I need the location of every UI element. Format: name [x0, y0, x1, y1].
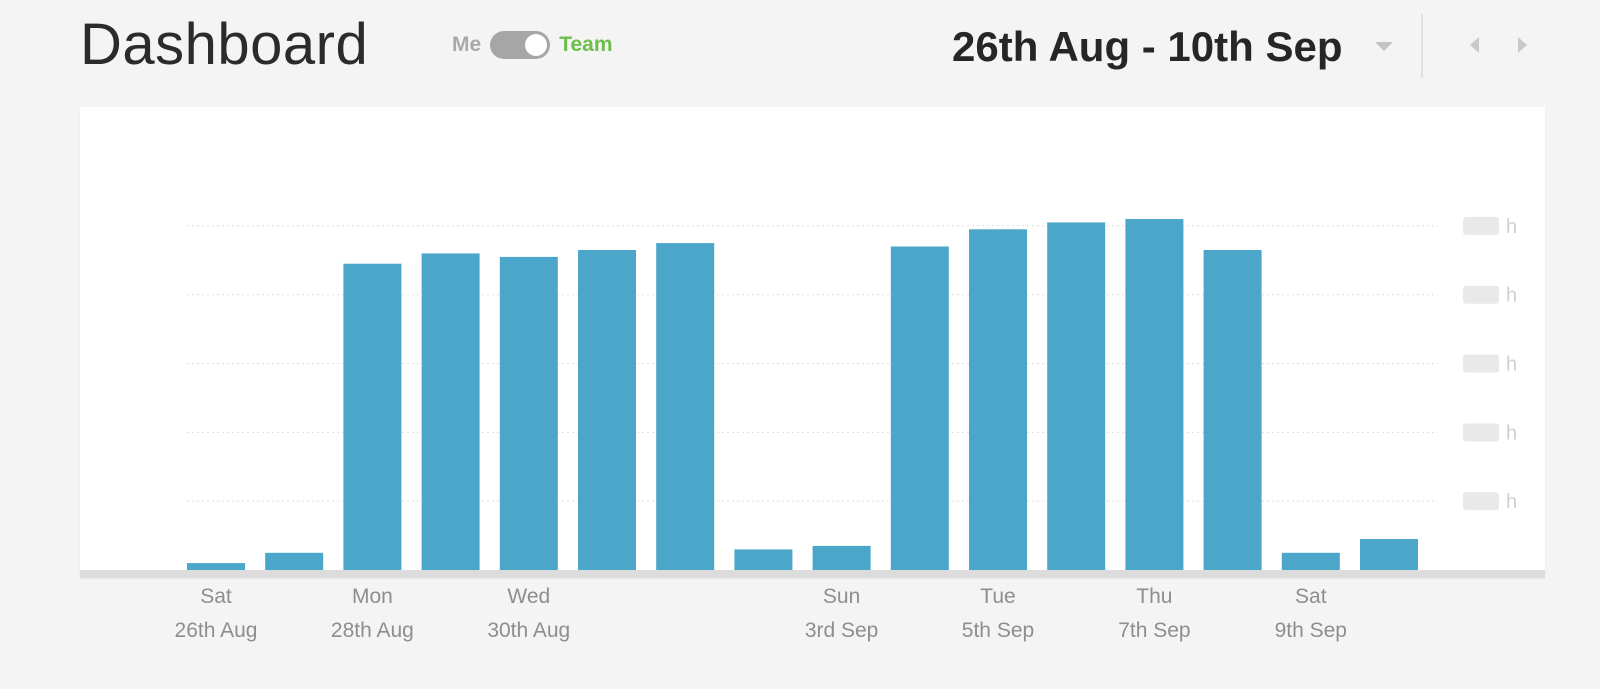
bar-30th-aug[interactable] [499, 256, 558, 570]
x-tick-label: Mon 28th Aug [312, 580, 432, 648]
bar-8th-sep[interactable] [1203, 250, 1262, 570]
toggle-knob [525, 34, 548, 56]
toggle-label-team[interactable]: Team [559, 33, 613, 56]
x-tick-day: Tue [980, 585, 1016, 608]
x-tick-date: 30th Aug [487, 619, 571, 642]
bar-31st-aug[interactable] [578, 250, 636, 570]
y-tick-value-redacted [1463, 423, 1499, 442]
x-tick-day: Thu [1136, 585, 1173, 608]
x-tick-date: 7th Sep [1118, 619, 1191, 642]
x-tick-day: Sat [200, 585, 232, 608]
bar-26th-aug[interactable] [187, 563, 245, 570]
y-tick-label: h [1506, 422, 1517, 444]
x-axis-labels: Sat 26th Aug Mon 28th Aug Wed 30th Aug Sun 3rd … [0, 580, 1600, 660]
x-tick-day: Sat [1295, 585, 1327, 608]
x-tick-date: 9th Sep [1274, 619, 1347, 642]
y-tick-value-redacted [1463, 216, 1499, 235]
bar-4th-sep[interactable] [890, 246, 949, 571]
bar-10th-sep[interactable] [1360, 539, 1418, 570]
x-tick-label: Sat 9th Sep [1251, 580, 1371, 648]
x-tick-label: Sun 3rd Sep [782, 580, 902, 648]
bar-3rd-sep[interactable] [812, 545, 871, 570]
x-tick-date: 5th Sep [961, 619, 1035, 642]
x-tick-label: Thu 7th Sep [1094, 580, 1214, 648]
y-tick-label: h [1506, 354, 1517, 376]
bar-28th-aug[interactable] [343, 263, 402, 570]
date-range-selector[interactable]: 26th Aug - 10th Sep [952, 23, 1343, 70]
y-tick-label: h [1506, 285, 1517, 307]
header-divider [1421, 14, 1423, 78]
toggle-label-me[interactable]: Me [452, 33, 482, 56]
page-title: Dashboard [80, 12, 369, 77]
me-team-toggle-group: Me Team [452, 30, 613, 60]
x-tick-date: 26th Aug [174, 619, 258, 642]
bar-29th-aug[interactable] [421, 253, 480, 570]
bar-9th-sep[interactable] [1281, 552, 1340, 570]
x-tick-date: 28th Aug [330, 619, 414, 642]
y-tick-label: h [1506, 216, 1517, 238]
y-tick-value-redacted [1463, 285, 1499, 304]
bar-27th-aug[interactable] [265, 552, 324, 570]
x-tick-label: Sat 26th Aug [156, 580, 276, 648]
chevron-left-icon[interactable] [1470, 37, 1479, 53]
bar-5th-sep[interactable] [969, 229, 1027, 570]
chevron-down-icon[interactable] [1375, 42, 1393, 51]
x-tick-date: 3rd Sep [804, 619, 879, 642]
chevron-right-icon[interactable] [1518, 37, 1527, 53]
y-tick-value-redacted [1463, 354, 1499, 373]
bar-2nd-sep[interactable] [734, 549, 793, 570]
x-tick-day: Sun [822, 585, 861, 608]
hours-bar-chart: h h h h h [187, 216, 1517, 571]
x-tick-day: Mon [351, 585, 393, 608]
bar-1st-sep[interactable] [656, 243, 715, 570]
x-tick-label: Tue 5th Sep [938, 580, 1058, 648]
me-team-toggle-switch[interactable] [490, 31, 551, 59]
x-tick-day: Wed [507, 585, 551, 608]
bar-7th-sep[interactable] [1125, 219, 1184, 570]
hours-chart-card: h h h h h [80, 107, 1545, 578]
x-tick-label: Wed 30th Aug [469, 580, 589, 648]
y-tick-label: h [1506, 491, 1517, 513]
bar-6th-sep[interactable] [1047, 222, 1106, 570]
y-tick-value-redacted [1463, 492, 1499, 511]
